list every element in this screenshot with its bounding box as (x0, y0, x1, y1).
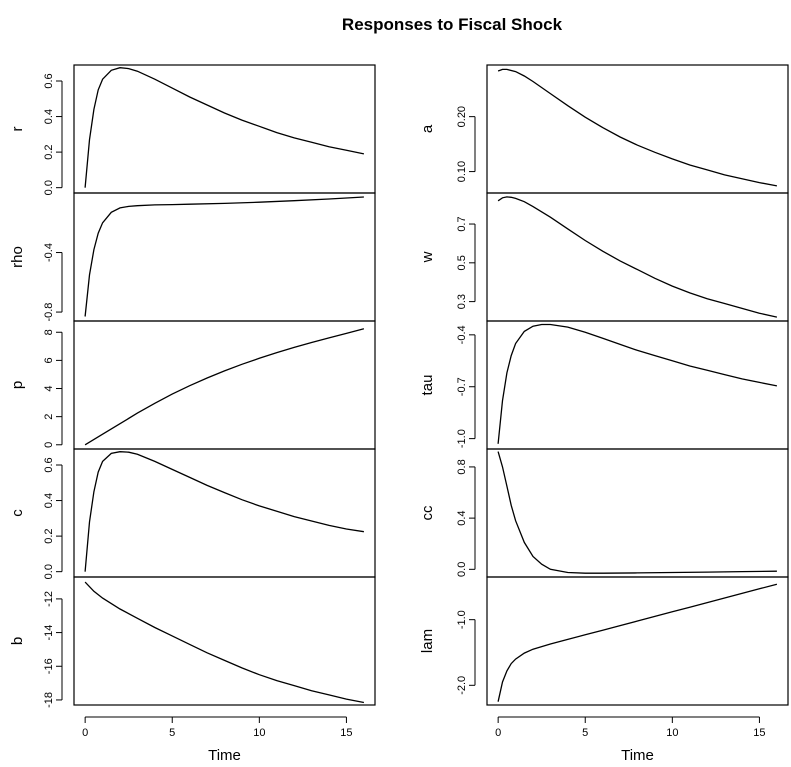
series-line-cc (497, 451, 777, 574)
x-tick-label-left: 0 (82, 727, 88, 739)
y-tick-label-tau: -0.4 (456, 325, 468, 344)
y-tick-label-tau: -1.0 (456, 429, 468, 448)
series-line-p (84, 328, 365, 446)
y-tick-label-a: 0.20 (456, 106, 468, 127)
panel-frame-r (73, 64, 376, 194)
y-tick-label-p: 4 (43, 385, 55, 391)
y-axis-label-c: c (9, 509, 26, 517)
y-tick-label-r: 0.4 (43, 109, 55, 124)
x-tick-label-left: 10 (253, 727, 265, 739)
y-tick-label-cc: 0.8 (456, 459, 468, 474)
series-line-w (497, 196, 778, 318)
x-axis-label-left: Time (208, 747, 241, 764)
panel-frame-b (73, 576, 376, 706)
y-tick-label-c: 0.0 (43, 564, 55, 579)
y-tick-label-r: 0.2 (43, 144, 55, 159)
y-tick-label-lam: -2.0 (456, 676, 468, 695)
panel-frame-lam (486, 576, 789, 706)
y-tick-label-cc: 0.4 (456, 510, 468, 525)
x-tick-label-right: 10 (666, 727, 678, 739)
series-line-r (84, 67, 365, 188)
series-line-lam (497, 583, 778, 702)
y-tick-label-p: 6 (43, 357, 55, 363)
y-tick-label-w: 0.5 (456, 255, 468, 270)
y-tick-label-b: -14 (43, 625, 55, 641)
x-tick-label-left: 5 (169, 727, 175, 739)
x-tick-label-left: 15 (340, 727, 352, 739)
y-tick-label-cc: 0.0 (456, 562, 468, 577)
y-tick-label-c: 0.6 (43, 457, 55, 472)
y-axis-label-tau: tau (419, 375, 436, 396)
y-tick-label-r: 0.0 (43, 180, 55, 195)
y-axis-label-p: p (9, 381, 26, 389)
panel-frame-p (73, 320, 376, 450)
y-tick-label-b: -18 (43, 692, 55, 708)
panel-frame-w (486, 192, 789, 322)
y-tick-label-r: 0.6 (43, 73, 55, 88)
panel-frame-cc (486, 448, 789, 578)
y-tick-label-w: 0.7 (456, 216, 468, 231)
y-tick-label-p: 8 (43, 329, 55, 335)
y-axis-label-r: r (9, 127, 26, 132)
y-tick-label-p: 2 (43, 414, 55, 420)
y-tick-label-c: 0.4 (43, 493, 55, 508)
x-tick-label-right: 0 (495, 727, 501, 739)
series-line-b (84, 581, 365, 704)
x-axis-label-right: Time (621, 747, 654, 764)
y-tick-label-a: 0.10 (456, 161, 468, 182)
y-tick-label-c: 0.2 (43, 528, 55, 543)
y-tick-label-p: 0 (43, 442, 55, 448)
series-line-c (84, 451, 364, 572)
panel-frame-tau (486, 320, 789, 450)
y-tick-label-rho: -0.4 (43, 243, 55, 262)
series-line-tau (497, 323, 778, 444)
y-tick-label-b: -16 (43, 658, 55, 674)
y-axis-label-cc: cc (419, 505, 436, 521)
y-axis-label-b: b (9, 637, 26, 645)
y-tick-label-b: -12 (43, 591, 55, 607)
figure-title: Responses to Fiscal Shock (342, 15, 563, 34)
panels: 0.0 0.2 0.4 0.6 r -0.8 -0.4 rho 0 2 4 6 8 p 0.0 0.2 0.4 0… (9, 64, 789, 764)
y-tick-label-rho: -0.8 (43, 303, 55, 322)
panel-frame-a (486, 64, 789, 194)
y-tick-label-w: 0.3 (456, 294, 468, 309)
y-axis-label-a: a (419, 124, 436, 133)
series-line-a (497, 68, 778, 187)
x-tick-label-right: 5 (582, 727, 588, 739)
y-axis-label-w: w (419, 251, 436, 263)
y-axis-label-lam: lam (419, 629, 436, 653)
panel-frame-c (73, 448, 376, 578)
panel-frame-rho (73, 192, 376, 322)
series-line-rho (84, 196, 364, 317)
y-tick-label-tau: -0.7 (456, 377, 468, 396)
y-axis-label-rho: rho (9, 246, 26, 268)
x-tick-label-right: 15 (753, 727, 765, 739)
y-tick-label-lam: -1.0 (456, 610, 468, 629)
